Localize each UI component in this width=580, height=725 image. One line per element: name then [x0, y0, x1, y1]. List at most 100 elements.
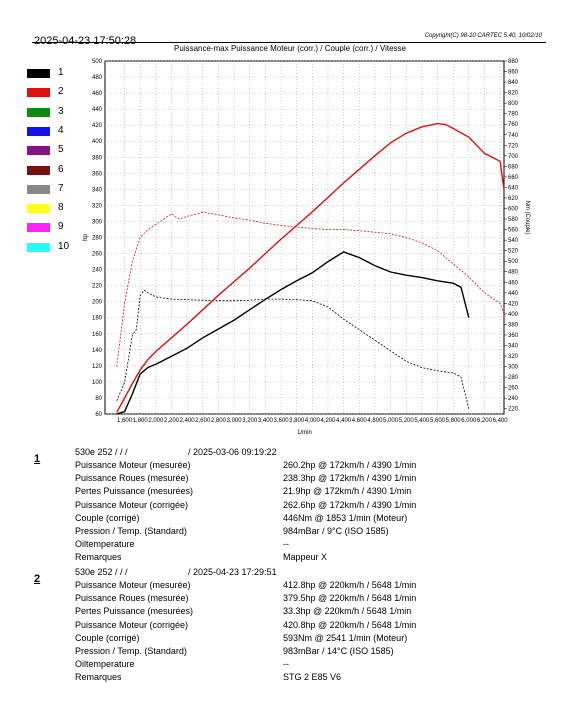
- x-tick-label: 3,600: [274, 418, 290, 424]
- run-row-label: Remarques: [75, 672, 122, 683]
- y2-tick-label: 480: [508, 270, 519, 276]
- x-tick-label: 5,600: [430, 418, 446, 424]
- legend-item-2: 2: [27, 85, 77, 99]
- y2-tick-label: 220: [508, 407, 519, 413]
- run-row-value: 260.2hp @ 172km/h / 4390 1/min: [283, 460, 417, 471]
- run-row-label: Pression / Temp. (Standard): [75, 525, 187, 536]
- y-tick-label: 200: [92, 300, 103, 306]
- legend-swatch: [27, 146, 50, 156]
- y-tick-label: 380: [92, 155, 103, 161]
- y-tick-label: 340: [92, 187, 103, 193]
- y-tick-label: 420: [92, 123, 103, 129]
- x-tick-label: 1,800: [133, 418, 149, 424]
- y2-tick-label: 560: [508, 228, 519, 234]
- legend-label: 3: [58, 105, 64, 117]
- y-tick-label: 300: [92, 219, 103, 225]
- run-row-label: Puissance Moteur (mesurée): [75, 460, 191, 471]
- y2-tick-label: 740: [508, 133, 519, 139]
- legend-swatch: [27, 88, 50, 98]
- y-tick-label: 280: [92, 236, 103, 242]
- run-row-label: Puissance Moteur (mesurée): [75, 580, 191, 591]
- legend-item-7: 7: [27, 182, 77, 196]
- header-rule: [32, 42, 546, 43]
- y-tick-label: 60: [95, 412, 102, 418]
- y2-tick-label: 500: [508, 259, 519, 265]
- y2-tick-label: 660: [508, 175, 519, 181]
- legend-item-5: 5: [27, 143, 77, 157]
- legend-swatch: [27, 223, 50, 233]
- x-tick-label: 5,800: [446, 418, 462, 424]
- run-row-value: --: [283, 539, 289, 550]
- run-row-value: 984mBar / 9°C (ISO 1585): [283, 525, 389, 536]
- legend-label: 5: [58, 144, 64, 156]
- run-row-label: Puissance Moteur (corrigée): [75, 499, 189, 510]
- y2-tick-label: 760: [508, 122, 519, 128]
- y2-tick-label: 820: [508, 91, 519, 97]
- y-tick-label: 320: [92, 203, 103, 209]
- y2-tick-label: 860: [508, 70, 519, 76]
- legend-swatch: [27, 204, 50, 214]
- y2-tick-label: 700: [508, 154, 519, 160]
- legend-label: 6: [58, 163, 64, 175]
- y2-tick-label: 780: [508, 112, 519, 118]
- x-tick-label: 5,000: [383, 418, 399, 424]
- run-row-label: Pression / Temp. (Standard): [75, 645, 187, 656]
- run-date: / 2025-03-06 09:19:22: [188, 447, 277, 457]
- y-tick-label: 240: [92, 268, 103, 274]
- y-tick-label: 460: [92, 91, 103, 97]
- x-tick-label: 6,400: [493, 418, 509, 424]
- y2-tick-label: 640: [508, 185, 519, 191]
- x-tick-label: 2,000: [148, 418, 164, 424]
- legend-label: 9: [58, 221, 64, 233]
- x-tick-label: 4,600: [352, 418, 368, 424]
- run-row-value: 593Nm @ 2541 1/min (Moteur): [283, 632, 408, 643]
- x-tick-label: 1,600: [117, 418, 133, 424]
- y2-tick-label: 800: [508, 101, 519, 107]
- run-row-value: 983mBar / 14°C (ISO 1585): [283, 645, 394, 656]
- y2-tick-label: 600: [508, 207, 519, 213]
- y2-tick-label: 580: [508, 217, 519, 223]
- y-tick-label: 400: [92, 139, 103, 145]
- y-tick-label: 140: [92, 348, 103, 354]
- y-tick-label: 220: [92, 284, 103, 290]
- series-line-1-torque: [116, 289, 470, 409]
- run-row-label: Pertes Puissance (mesurées): [75, 606, 194, 617]
- legend-swatch: [27, 184, 50, 194]
- legend-swatch: [27, 242, 50, 252]
- y2-tick-label: 520: [508, 249, 519, 255]
- y2-tick-label: 240: [508, 396, 519, 402]
- y2-tick-label: 360: [508, 333, 519, 339]
- legend-item-6: 6: [27, 163, 77, 177]
- x-tick-label: 5,400: [414, 418, 430, 424]
- run-row-label: Oiltemperature: [75, 539, 135, 550]
- run-row-label: Oiltemperature: [75, 659, 135, 670]
- y-tick-label: 180: [92, 316, 103, 322]
- x-tick-label: 2,200: [164, 418, 180, 424]
- x-tick-label: 3,800: [289, 418, 305, 424]
- legend-item-3: 3: [27, 105, 77, 119]
- x-tick-label: 6,000: [461, 418, 477, 424]
- legend-label: 8: [58, 202, 64, 214]
- x-tick-label: 4,400: [336, 418, 352, 424]
- run-row-value: 21.9hp @ 172km/h / 4390 1/min: [283, 486, 412, 497]
- run-row-value: 420.8hp @ 220km/h / 5648 1/min: [283, 619, 417, 630]
- y-tick-label: 480: [92, 75, 103, 81]
- series-line-2-torque: [116, 211, 505, 367]
- run-row-label: Remarques: [75, 552, 122, 563]
- y-tick-label: 500: [92, 59, 103, 65]
- run-row-label: Pertes Puissance (mesurées): [75, 486, 194, 497]
- run-row-value: 379.5hp @ 220km/h / 5648 1/min: [283, 593, 417, 604]
- legend-label: 2: [58, 86, 64, 98]
- legend-swatch: [27, 69, 50, 78]
- legend-swatch: [27, 107, 50, 117]
- x-tick-label: 4,200: [320, 418, 336, 424]
- legend-swatch: [27, 126, 50, 136]
- y-tick-label: 160: [92, 332, 103, 338]
- copyright-text: Copyright(C) 98-10 CARTEC 5.40, 10/02/10: [424, 33, 542, 39]
- run-row-value: 412.8hp @ 220km/h / 5648 1/min: [283, 580, 417, 591]
- run-number: 1: [34, 453, 41, 465]
- legend-item-1: 1: [27, 66, 77, 80]
- y2-tick-label: 680: [508, 164, 519, 170]
- x-tick-label: 2,600: [195, 418, 211, 424]
- run-row-label: Puissance Roues (mesurée): [75, 593, 189, 604]
